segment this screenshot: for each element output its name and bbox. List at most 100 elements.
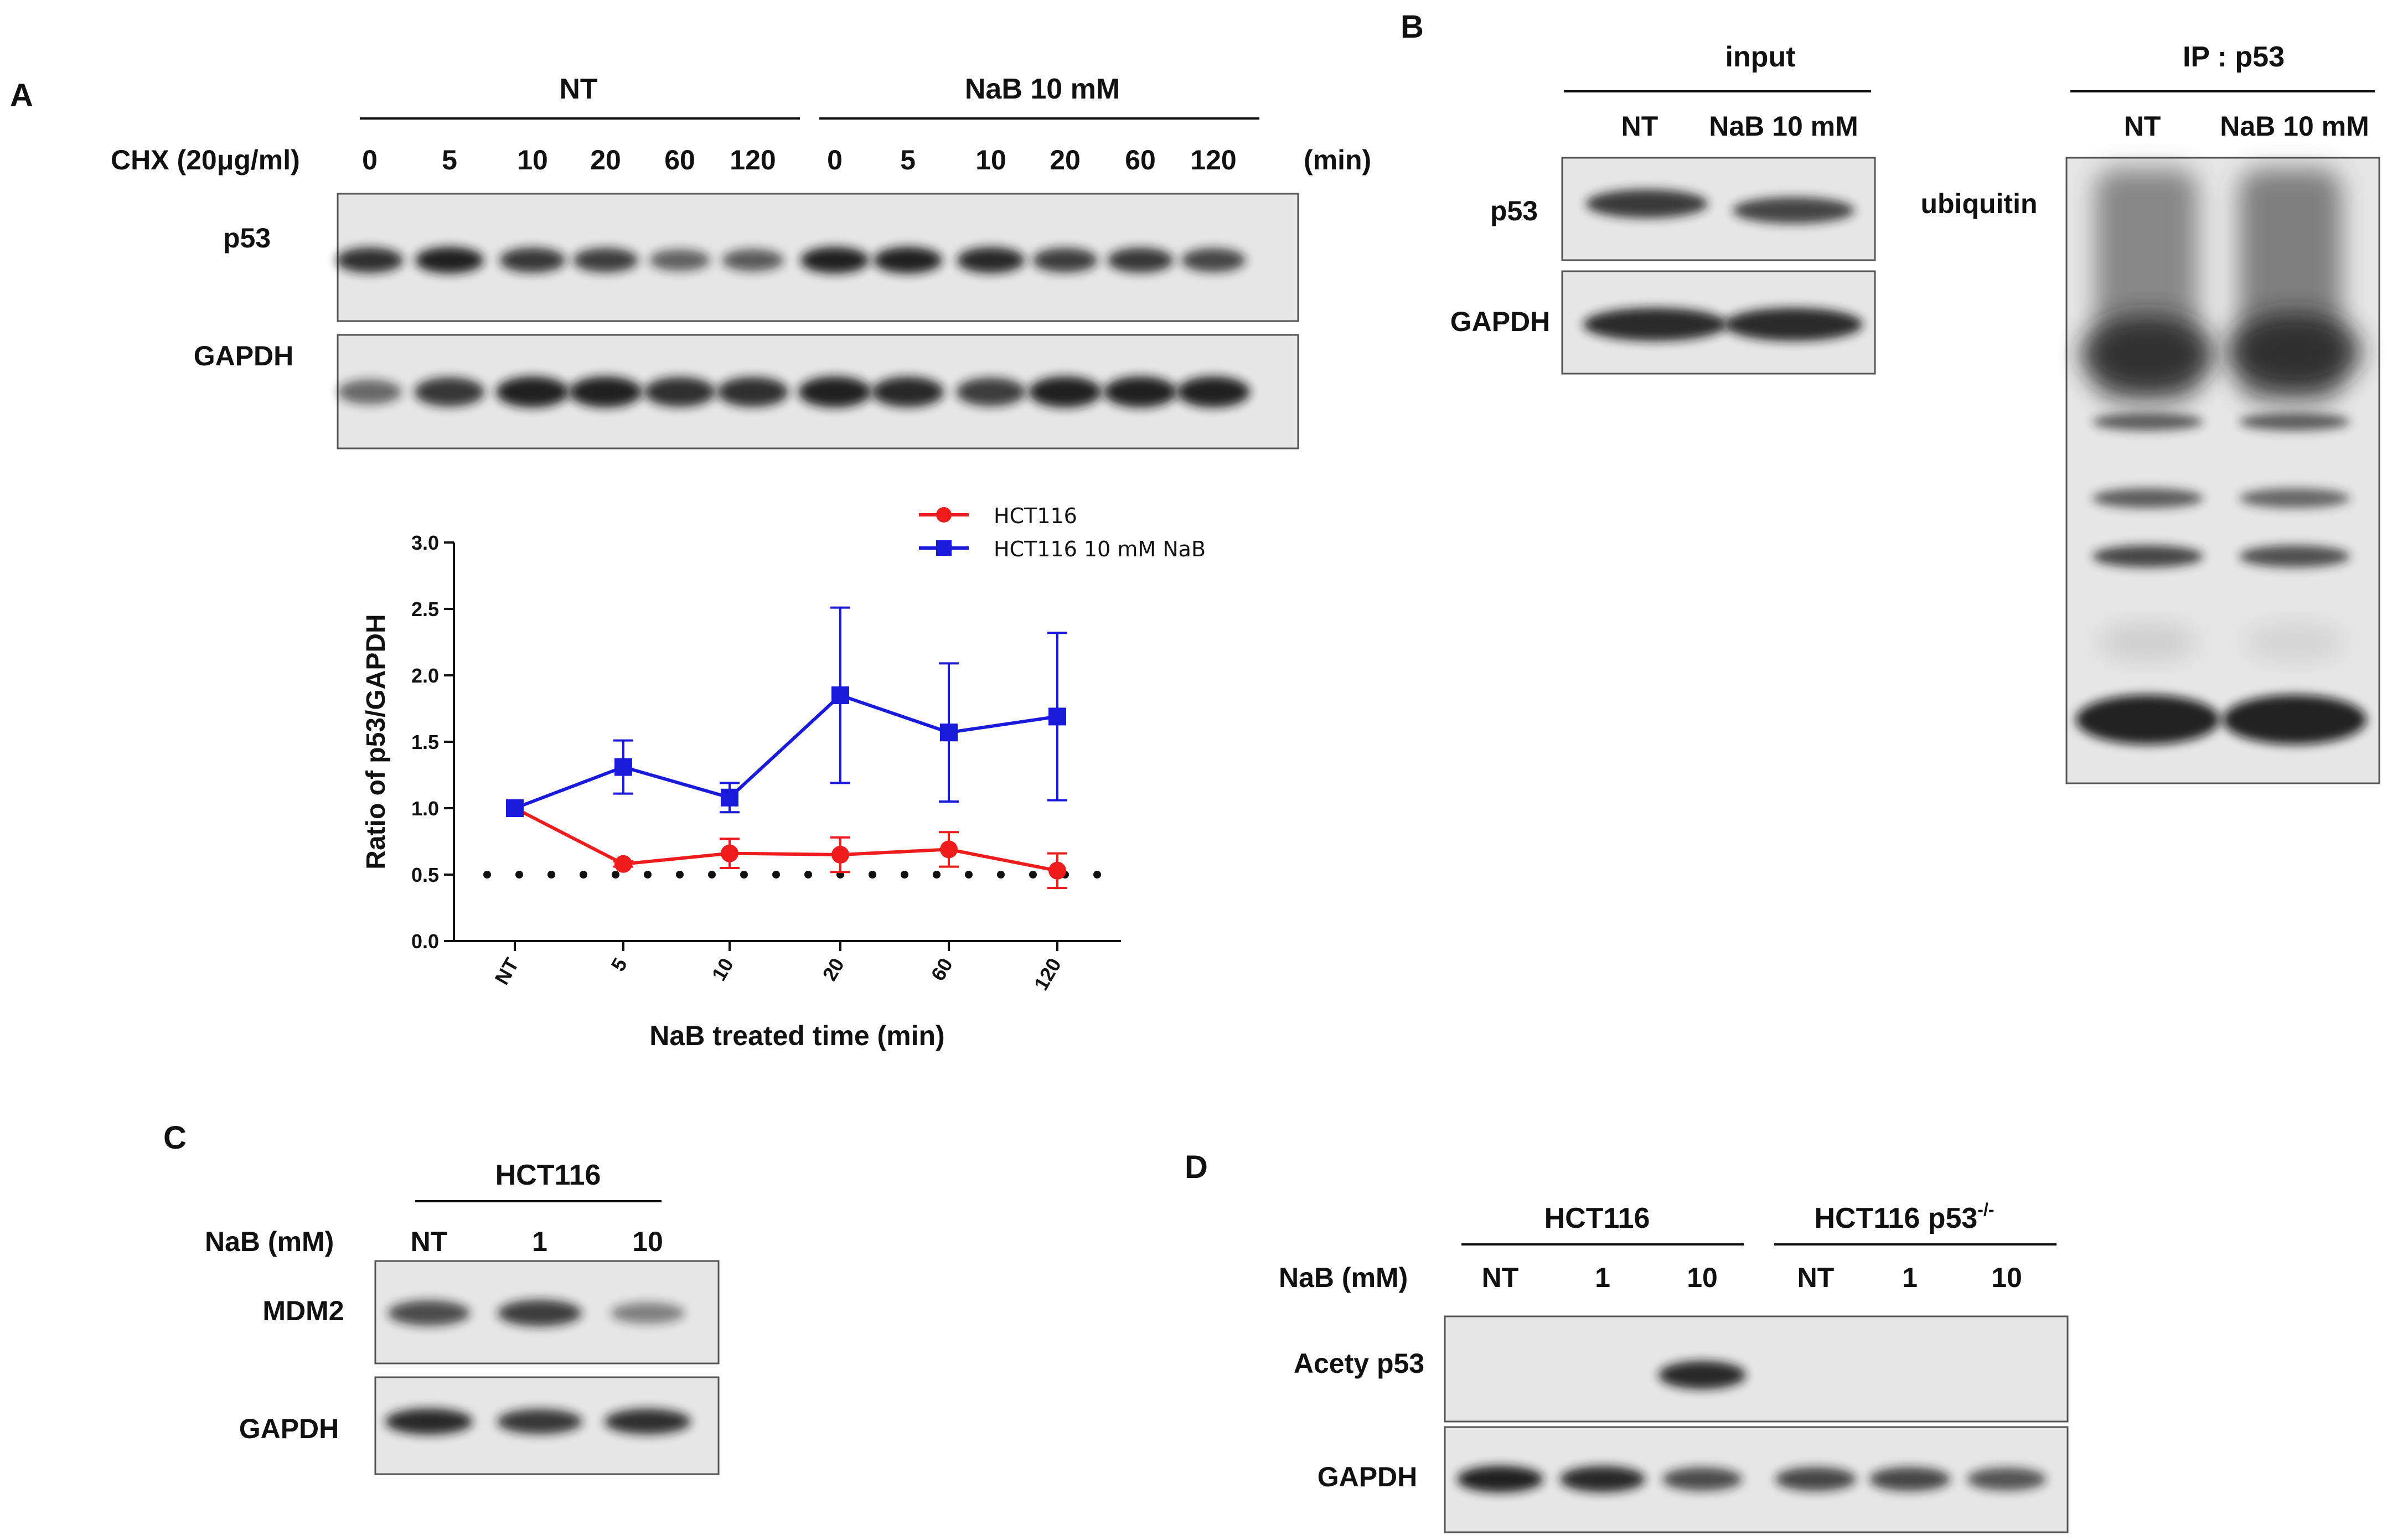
timepoint-label: 0: [827, 144, 843, 175]
reference-dot: [997, 871, 1005, 878]
reference-dot: [644, 871, 652, 878]
legend: HCT116 HCT116 10 mM NaB: [919, 504, 1206, 561]
x-tick-label: NT: [490, 954, 523, 989]
timepoint-label: 5: [442, 144, 457, 175]
row-label-p53: p53: [223, 223, 271, 254]
d-group-label-2: HCT116 p53-/-: [1814, 1200, 1994, 1234]
reference-dot: [547, 871, 555, 878]
panel-b-letter: B: [1401, 9, 1424, 45]
c-lane-label: 1: [532, 1226, 547, 1257]
panel-d: D HCT116 HCT116 p53-/- NaB (mM) NT 1 10 NT 1…: [1185, 1149, 2069, 1533]
band-a-gapdh-3: [569, 376, 642, 407]
ubiquitin-smears: [2076, 169, 2367, 745]
x-tick-label: 20: [818, 954, 849, 985]
timepoint-label: 60: [664, 144, 695, 175]
data-point: [940, 840, 958, 859]
x-ticks: NT 5 10 20 60 120: [490, 941, 1066, 994]
reference-dot: [676, 871, 684, 878]
reference-dot: [804, 871, 812, 878]
c-row-mdm2: MDM2: [262, 1295, 344, 1326]
bands-c-mdm2: [388, 1300, 685, 1326]
blot-d-gapdh: [1444, 1426, 2069, 1533]
input-row-p53: p53: [1490, 195, 1538, 226]
band-b-p53-nt: [1586, 189, 1708, 218]
ip-row-ubiquitin: ubiquitin: [1920, 188, 2037, 219]
input-title: input: [1725, 41, 1795, 73]
x-tick-label: 120: [1029, 954, 1066, 995]
y-tick-label: 1.0: [411, 797, 439, 820]
reference-dot: [612, 871, 619, 878]
legend-marker-nab: [936, 540, 952, 556]
reference-dot: [580, 871, 587, 878]
band-ub-1-nt: [2092, 413, 2203, 431]
x-axis-title: NaB treated time (min): [649, 1020, 944, 1051]
series-line: [514, 693, 1058, 810]
band-a-p53-4: [649, 249, 711, 271]
band-a-p53-7: [874, 247, 942, 273]
d-lane-label: 1: [1902, 1262, 1918, 1293]
panel-b: B input NT NaB 10 mM p53 GAPDH IP : p53 …: [1401, 9, 2380, 784]
group-label-nt: NT: [559, 73, 598, 105]
band-c-mdm2-0: [388, 1300, 470, 1326]
bands-a-gapdh: [338, 376, 1250, 407]
smear-faint-nab: [2245, 623, 2344, 662]
band-b-p53-nab: [1733, 197, 1854, 224]
panel-a-letter: A: [10, 77, 33, 113]
reference-dot: [965, 871, 973, 878]
band-a-gapdh-1: [414, 377, 485, 407]
band-ub-2-nt: [2092, 488, 2203, 508]
y-tick-label: 2.5: [411, 598, 439, 621]
timepoint-label: 120: [1190, 144, 1236, 175]
panel-d-letter: D: [1185, 1149, 1208, 1185]
reference-dot: [772, 871, 780, 878]
c-lane-label: 10: [632, 1226, 663, 1257]
timepoint-label: 10: [517, 144, 548, 175]
reference-line: [483, 871, 1101, 878]
band-d-gapdh-1: [1559, 1466, 1646, 1492]
smear-mid-nt: [2081, 316, 2214, 393]
band-a-gapdh-7: [871, 376, 944, 407]
d-group-label-2-text: HCT116 p53: [1814, 1202, 1977, 1234]
d-row-gapdh: GAPDH: [1318, 1461, 1418, 1492]
d-lane-label: NT: [1797, 1262, 1835, 1293]
panel-c: C HCT116 NaB (mM) NT 1 10 MDM2 GAPDH: [163, 1120, 720, 1475]
y-tick-label: 0.5: [411, 864, 439, 886]
band-d-acety-2: [1658, 1361, 1746, 1389]
band-c-gapdh-1: [497, 1409, 582, 1434]
chx-label: CHX (20μg/ml): [111, 144, 300, 175]
reference-dot: [1029, 871, 1037, 878]
unit-label: (min): [1304, 144, 1371, 175]
panel-c-letter: C: [163, 1120, 187, 1156]
band-a-gapdh-10: [1104, 376, 1177, 407]
band-a-p53-3: [573, 247, 638, 273]
x-tick-label: 5: [606, 954, 632, 975]
x-tick-label: 10: [707, 954, 738, 985]
band-a-p53-2: [499, 247, 566, 273]
band-d-gapdh-2: [1662, 1467, 1743, 1491]
line-chart: 0.0 0.5 1.0 1.5 2.0 2.5 3.0 NT 5 10 20 60 120 Ratio…: [361, 504, 1206, 1051]
d-treatment-label: NaB (mM): [1279, 1262, 1408, 1293]
series: [506, 606, 1067, 889]
y-tick-label: 3.0: [411, 531, 439, 554]
y-axis-title: Ratio of p53/GAPDH: [361, 614, 391, 869]
band-c-gapdh-0: [385, 1408, 473, 1435]
timepoint-label: 120: [730, 144, 776, 175]
band-a-p53-8: [957, 247, 1025, 273]
band-ub-4-nt: [2076, 695, 2220, 745]
bands-d-acety-p53: [1658, 1361, 1746, 1389]
band-ub-3-nab: [2239, 545, 2350, 567]
group-label-nab: NaB 10 mM: [965, 73, 1120, 105]
y-tick-label: 1.5: [411, 731, 439, 753]
series-line: [514, 807, 1058, 872]
input-row-gapdh: GAPDH: [1450, 306, 1551, 337]
band-d-gapdh-4: [1869, 1467, 1951, 1491]
data-point: [721, 788, 738, 807]
y-tick-label: 2.0: [411, 664, 439, 687]
ip-title: IP : p53: [2183, 41, 2285, 73]
reference-dot: [515, 871, 523, 878]
d-lane-label: 1: [1595, 1262, 1610, 1293]
legend-label-nab: HCT116 10 mM NaB: [994, 537, 1206, 561]
band-d-gapdh-3: [1775, 1467, 1857, 1491]
d-group-label-2-sup: -/-: [1977, 1200, 1994, 1219]
